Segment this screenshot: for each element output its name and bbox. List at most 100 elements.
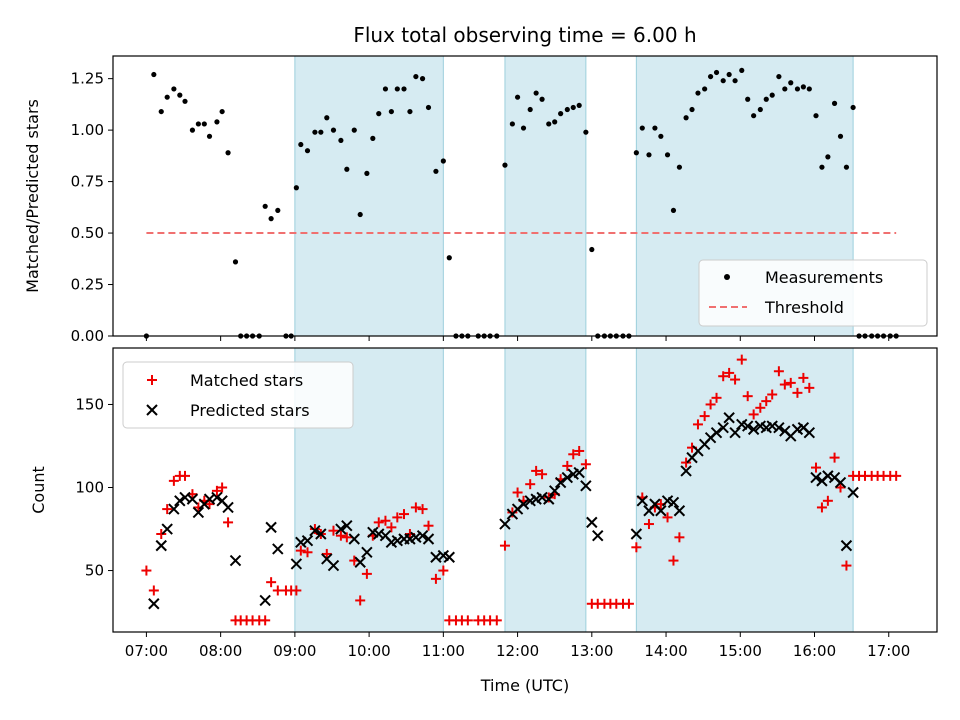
measurement-point: [745, 96, 751, 102]
predicted-star-point: [499, 518, 511, 530]
matched-star-point: [491, 615, 502, 626]
measurement-point: [388, 108, 394, 115]
top-measurement-points: [143, 67, 899, 339]
predicted-star-point: [723, 412, 735, 424]
predicted-star-point: [636, 495, 648, 507]
predicted-star-point: [211, 491, 223, 504]
top-panel: 0.00 0.25 0.50 0.75 1.00 1.25 Matched/Predict…: [23, 55, 938, 345]
matched-star-point: [761, 396, 772, 407]
predicted-star-point: [272, 543, 284, 555]
measurement-point: [695, 90, 701, 96]
matched-star-point: [373, 517, 384, 528]
measurement-point: [425, 104, 432, 111]
measurement-point: [214, 119, 220, 125]
predicted-star-point: [717, 422, 729, 434]
predicted-star-point: [315, 528, 327, 540]
matched-star-point: [730, 374, 741, 385]
predicted-star-point: [548, 485, 561, 497]
matched-star-point: [386, 522, 397, 533]
matched-star-point: [816, 502, 827, 513]
matched-star-point: [417, 504, 428, 515]
measurement-point: [658, 133, 664, 139]
predicted-star-point: [840, 539, 853, 552]
matched-star-point: [211, 485, 222, 496]
observing-window-3: [635, 347, 854, 633]
matched-star-point: [148, 585, 159, 596]
x-axis-label: Time (UTC): [480, 676, 569, 695]
measurement-point: [527, 106, 533, 113]
measurement-point: [298, 141, 304, 148]
matched-star-point: [822, 495, 833, 506]
matched-star-point: [398, 509, 409, 520]
measurement-point: [370, 135, 376, 141]
predicted-star-point: [186, 493, 199, 505]
measurement-point: [201, 121, 207, 127]
predicted-star-point: [655, 505, 667, 517]
x-tick-label: 15:00: [719, 642, 762, 660]
x-tick-label: 08:00: [199, 642, 242, 660]
measurement-point: [151, 71, 157, 78]
matched-star-point: [773, 366, 784, 377]
observing-window-1: [294, 55, 444, 337]
top-axes-frame: [112, 55, 938, 337]
matched-star-point: [742, 391, 753, 402]
x-tick-label: 09:00: [273, 642, 316, 660]
predicted-star-point: [803, 426, 816, 439]
measurement-point: [570, 104, 576, 111]
matched-star-point: [410, 502, 421, 513]
measurement-point: [819, 164, 825, 170]
bottom-axes-frame: [112, 347, 938, 633]
measurement-point: [806, 86, 812, 92]
matched-star-point: [574, 445, 585, 456]
measurement-point: [401, 86, 407, 92]
bottom-x-ticks: 07:00 08:00 09:00 10:00 11:00 12:00 13:00 14:00…: [125, 632, 910, 660]
matched-star-point: [156, 529, 167, 540]
matched-star-point: [438, 565, 449, 576]
matched-star-point: [462, 615, 473, 626]
measurement-point: [782, 86, 788, 92]
matched-star-point: [162, 504, 173, 515]
predicted-star-point: [592, 529, 604, 542]
predicted-star-point: [561, 471, 574, 484]
measurement-point: [533, 90, 539, 96]
measurement-point: [652, 125, 658, 131]
predicted-star-point: [667, 496, 680, 509]
matched-star-point: [798, 372, 809, 383]
measurement-point: [324, 115, 330, 121]
matched-star-point: [662, 512, 673, 523]
x-tick-label: 16:00: [793, 642, 836, 660]
y-tick-label: 0.75: [71, 173, 104, 191]
predicted-star-point: [222, 501, 234, 514]
matched-star-point: [423, 520, 434, 531]
predicted-star-point: [680, 465, 692, 477]
bottom-y-axis-label: Count: [29, 466, 48, 514]
matched-star-point: [643, 519, 654, 530]
predicted-star-point: [573, 466, 585, 479]
predicted-star-point: [543, 493, 555, 505]
x-tick-label: 10:00: [347, 642, 390, 660]
measurement-point: [293, 185, 299, 191]
top-legend-box: [698, 259, 928, 327]
predicted-star-point: [290, 558, 303, 570]
matched-star-point: [168, 475, 179, 486]
predicted-star-point: [229, 554, 242, 567]
matched-star-point: [835, 482, 846, 493]
top-x-ticks: [145, 336, 890, 341]
matched-star-point: [692, 419, 703, 430]
matched-star-point: [525, 479, 536, 490]
measurement-point: [539, 96, 545, 102]
y-tick-label: 150: [75, 395, 104, 413]
measurement-point: [720, 78, 726, 84]
measurement-point: [189, 127, 196, 133]
matched-star-point: [291, 585, 302, 596]
predicted-stars-legend-marker: [146, 404, 158, 416]
matched-star-point: [674, 532, 685, 543]
matched-stars-legend-plus: [147, 375, 157, 385]
predicted-star-point: [348, 533, 360, 545]
measurements-legend-label: Measurements: [765, 268, 883, 287]
matched-star-point: [531, 465, 542, 476]
predicted-star-point: [361, 546, 373, 558]
matched-star-point: [681, 457, 692, 468]
matched-star-point: [512, 487, 523, 498]
